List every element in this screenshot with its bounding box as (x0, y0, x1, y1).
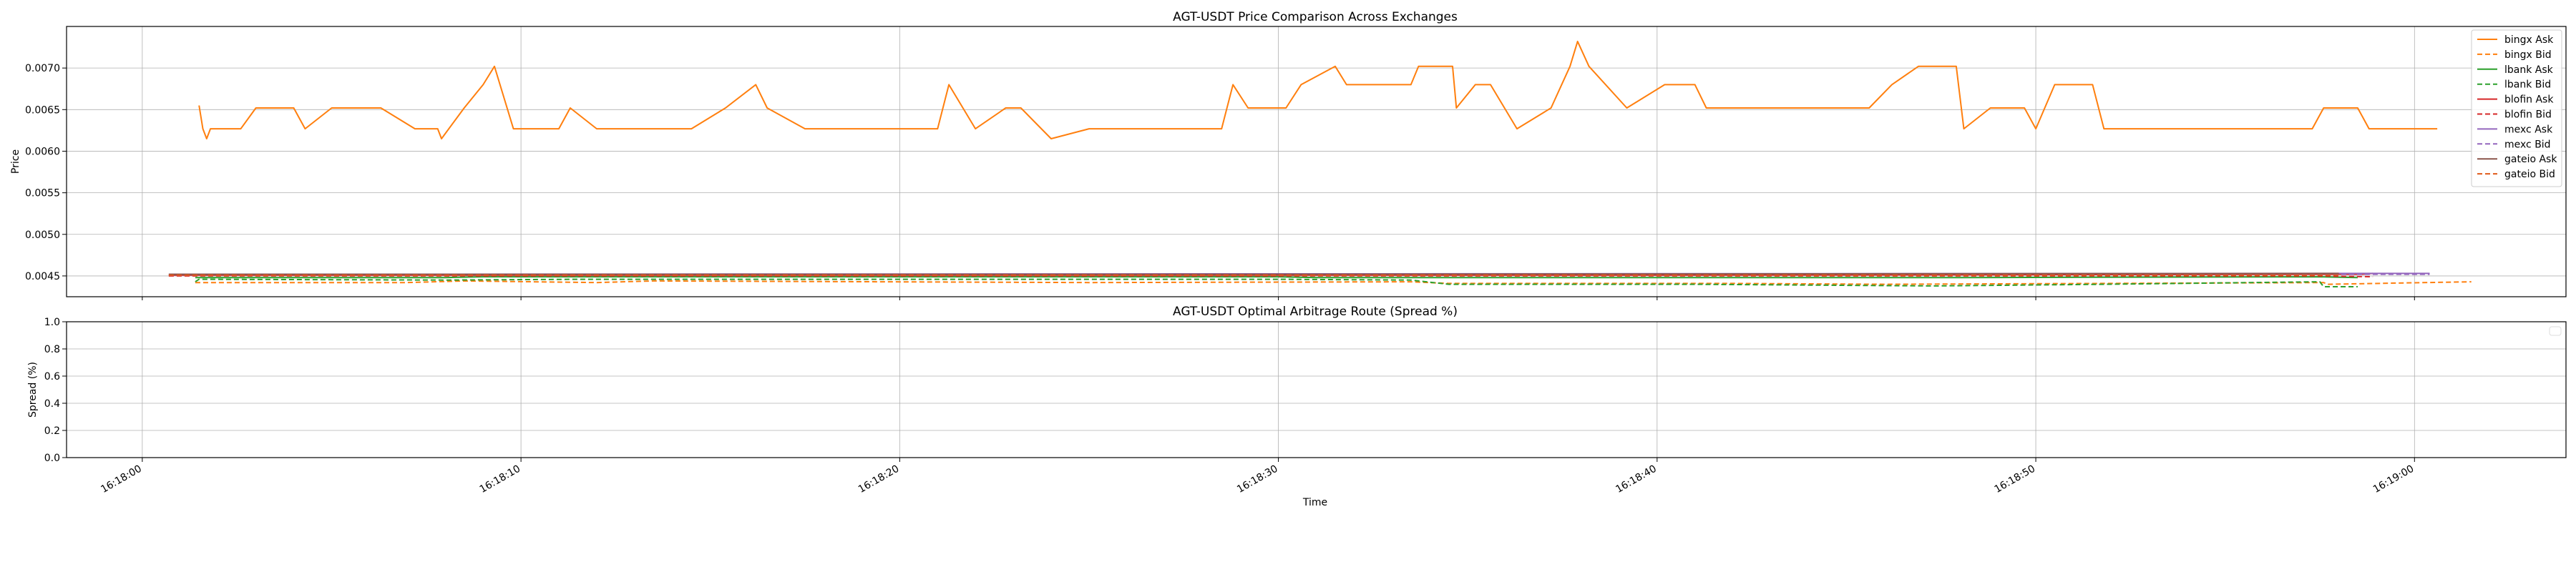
spread-y-tick-label: 0.0 (44, 453, 60, 464)
spread-chart-x-ticks: 16:18:00 16:18:10 16:18:20 16:18:30 16:18:40… (99, 458, 2416, 495)
x-tick-label: 16:18:50 (1993, 463, 2037, 495)
price-y-tick-label: 0.0050 (25, 230, 60, 241)
arbitrage-spread-chart: AGT-USDT Optimal Arbitrage Route (Spread… (27, 305, 2567, 508)
price-comparison-chart: AGT-USDT Price Comparison Across Exchang… (10, 10, 2567, 300)
price-y-tick-label: 0.0055 (25, 188, 60, 199)
spread-chart-x-label: Time (1302, 497, 1327, 508)
price-y-tick-label: 0.0070 (25, 63, 60, 74)
x-tick-label: 16:19:00 (2371, 463, 2416, 495)
spread-chart-frame (66, 321, 2567, 458)
spread-y-tick-label: 1.0 (44, 317, 60, 328)
spread-chart-y-ticks: 0.0 0.2 0.4 0.6 0.8 1.0 (44, 317, 67, 464)
legend-label-mexc-bid: mexc Bid (2504, 139, 2551, 150)
series-line-blofin-bid (168, 275, 2373, 278)
price-chart-title: AGT-USDT Price Comparison Across Exchang… (1173, 10, 1458, 24)
spread-y-tick-label: 0.6 (44, 371, 60, 383)
series-line-gateio-ask (168, 272, 2339, 275)
price-chart-y-ticks: 0.0045 0.0050 0.0055 0.0060 0.0065 0.0070 (25, 63, 67, 282)
x-tick-label: 16:18:40 (1614, 463, 1658, 495)
price-chart-frame (66, 26, 2567, 297)
spread-y-tick-label: 0.4 (44, 398, 60, 410)
price-chart-series (168, 40, 2472, 287)
series-line-lbank-bid (195, 278, 2358, 287)
x-tick-label: 16:18:00 (99, 463, 143, 495)
spread-chart-y-label: Spread (%) (27, 362, 39, 418)
spread-chart-empty-legend (2549, 326, 2562, 336)
price-y-tick-label: 0.0065 (25, 104, 60, 116)
x-tick-label: 16:18:30 (1235, 463, 1279, 495)
spread-y-tick-label: 0.8 (44, 344, 60, 355)
legend-label-blofin-ask: blofin Ask (2504, 94, 2554, 106)
series-line-bingx-ask (198, 40, 2438, 139)
price-chart-y-label: Price (10, 149, 21, 174)
legend-label-blofin-bid: blofin Bid (2504, 109, 2552, 121)
legend-label-mexc-ask: mexc Ask (2504, 124, 2553, 135)
x-tick-label: 16:18:10 (478, 463, 522, 495)
legend-label-gateio-ask: gateio Ask (2504, 154, 2557, 165)
legend-label-bingx-bid: bingx Bid (2504, 49, 2552, 61)
price-chart-legend: bingx Ask bingx Bid lbank Ask lbank Bid blof… (2471, 29, 2562, 187)
spread-chart-grid (67, 321, 2566, 458)
x-tick-label: 16:18:20 (857, 463, 901, 495)
price-y-tick-label: 0.0060 (25, 146, 60, 157)
legend-label-gateio-bid: gateio Bid (2504, 169, 2555, 180)
spread-y-tick-label: 0.2 (44, 425, 60, 437)
price-y-tick-label: 0.0045 (25, 271, 60, 282)
spread-chart-title: AGT-USDT Optimal Arbitrage Route (Spread… (1173, 305, 1458, 319)
price-chart-grid (67, 26, 2566, 300)
legend-label-lbank-ask: lbank Ask (2504, 64, 2554, 76)
series-line-bingx-bid (195, 280, 2472, 285)
legend-label-bingx-ask: bingx Ask (2504, 34, 2554, 46)
legend-label-lbank-bid: lbank Bid (2504, 79, 2551, 91)
